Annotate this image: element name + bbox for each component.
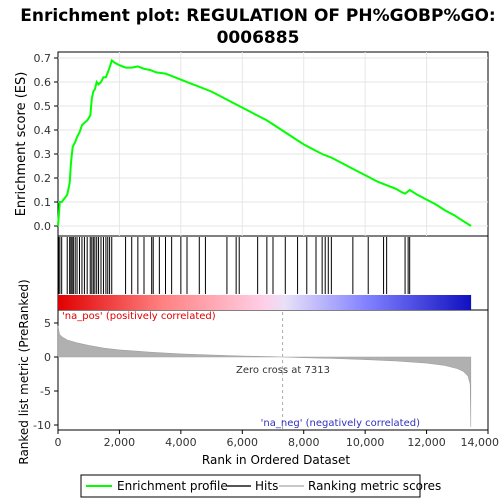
chart-title-line-2: 0006885 [217, 28, 300, 48]
ranking-metric-area [57, 325, 472, 428]
es-tick-label-1: 0.1 [34, 196, 52, 209]
x-tick-label-1: 2,000 [104, 436, 136, 449]
es-y-axis: 0.0 0.1 0.2 0.3 0.4 0.5 0.6 0.7 [34, 52, 58, 233]
metric-y-axis-label: Ranked list metric (PreRanked) [17, 279, 31, 464]
es-y-axis-label: Enrichment score (ES) [14, 72, 29, 217]
es-tick-label-4: 0.4 [34, 124, 52, 137]
metric-tick-label-1: 0 [44, 351, 51, 364]
metric-tick-label-0: 5 [44, 317, 51, 330]
metric-tick-label-2: -5 [40, 385, 51, 398]
es-tick-label-5: 0.5 [34, 100, 52, 113]
es-tick-label-6: 0.6 [34, 76, 52, 89]
x-tick-label-6: 12,000 [407, 436, 446, 449]
x-axis-label: Rank in Ordered Dataset [202, 453, 350, 467]
legend-label-ranking-metric: Ranking metric scores [308, 479, 441, 493]
x-tick-label-7: 14,000 [461, 436, 500, 449]
metric-tick-label-3: -10 [33, 419, 51, 432]
x-tick-label-0: 0 [55, 436, 62, 449]
es-tick-label-3: 0.3 [34, 148, 52, 161]
metric-y-axis: 5 0 -5 -10 [33, 317, 58, 432]
x-tick-label-4: 8,000 [288, 436, 320, 449]
rank-color-bar-fill [58, 295, 472, 310]
x-axis: 0 2,000 4,000 6,000 8,000 10,000 12,000 14,000 [55, 430, 500, 449]
hits-group [58, 237, 411, 294]
zero-cross-label: Zero cross at 7313 [236, 365, 330, 376]
legend: Enrichment profile Hits Ranking metric s… [80, 474, 441, 498]
x-tick-label-3: 6,000 [227, 436, 259, 449]
chart-title-line-1: Enrichment plot: REGULATION OF PH%GOBP%G… [20, 6, 495, 26]
es-panel-frame [57, 51, 489, 237]
x-tick-label-2: 4,000 [165, 436, 197, 449]
es-gridlines [58, 52, 488, 236]
enrichment-profile-group [57, 58, 472, 227]
es-tick-label-2: 0.2 [34, 172, 52, 185]
rank-color-bar [58, 295, 472, 310]
neg-correlated-label: 'na_neg' (negatively correlated) [261, 418, 420, 429]
legend-label-enrichment-profile: Enrichment profile [117, 479, 228, 493]
es-tick-label-7: 0.7 [34, 52, 52, 65]
x-tick-label-5: 10,000 [346, 436, 385, 449]
pos-correlated-label: 'na_pos' (positively correlated) [62, 311, 216, 322]
es-tick-label-0: 0.0 [34, 220, 52, 233]
ranking-metric-group [57, 312, 472, 430]
enrichment-profile-line [57, 58, 472, 227]
legend-label-hits: Hits [255, 479, 278, 493]
